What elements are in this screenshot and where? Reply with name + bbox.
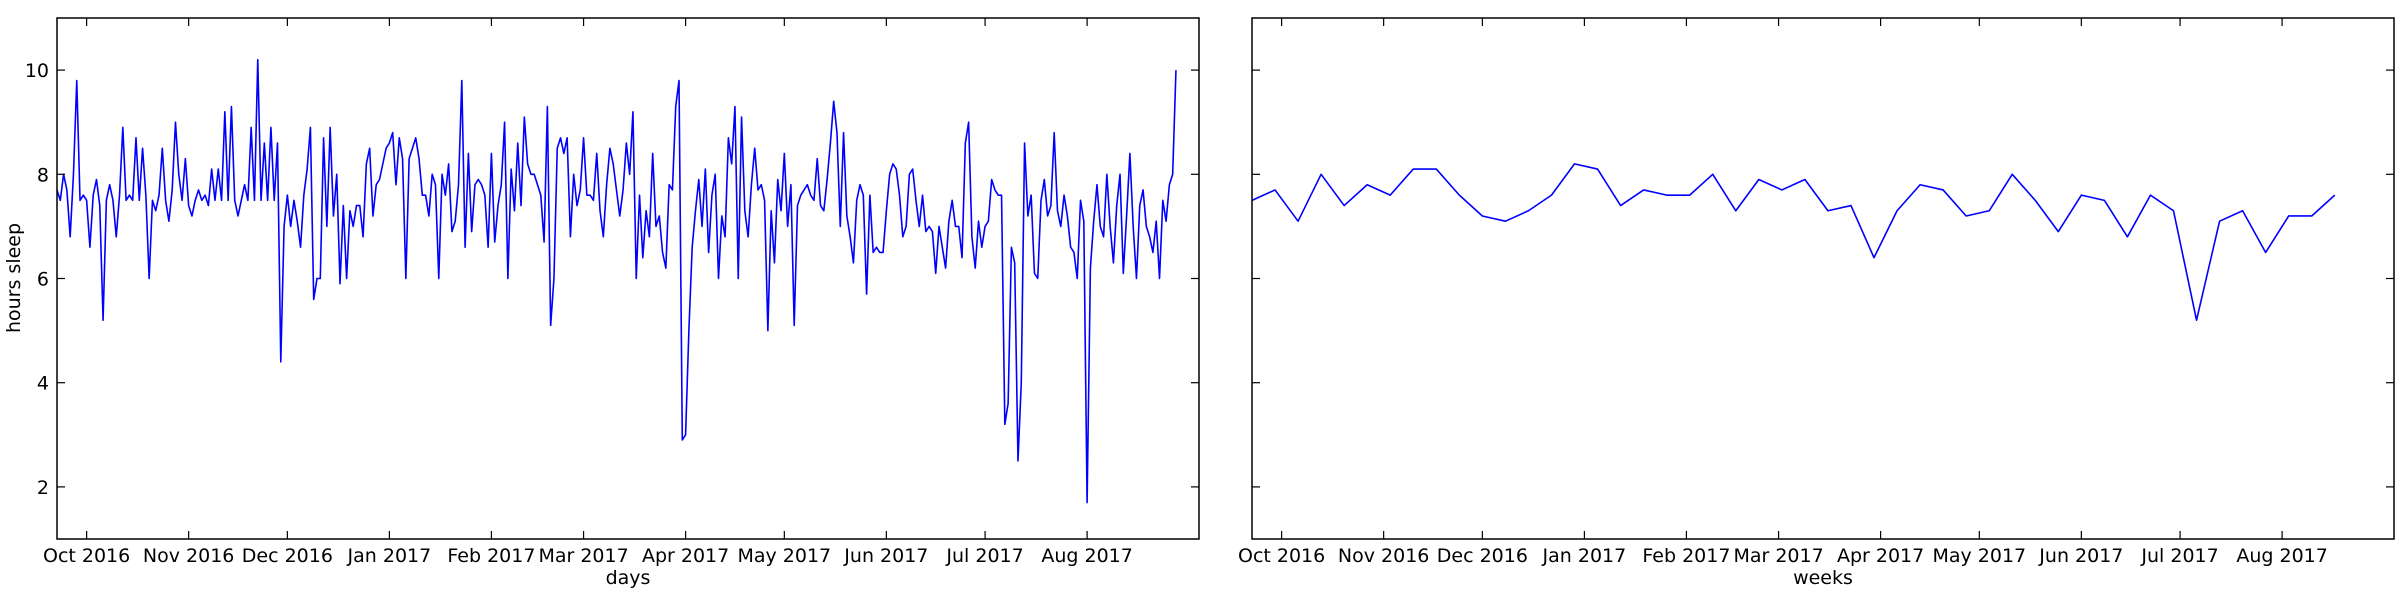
weeks-x-tick-label: Mar 2017	[1733, 545, 1823, 567]
weeks-x-tick-label: Feb 2017	[1642, 545, 1730, 567]
days-x-tick-label: Dec 2016	[242, 545, 333, 567]
days-y-tick-label: 2	[37, 477, 49, 499]
days-x-tick-labels: Oct 2016 Nov 2016 Dec 2016 Jan 2017 Feb 2017…	[43, 545, 1133, 567]
days-y-tick-label: 10	[25, 60, 49, 82]
days-series-line	[56, 58, 1177, 504]
days-y-tick-labels: 2 4 6 8 10	[25, 60, 49, 499]
days-x-tick-label: Oct 2016	[43, 545, 130, 567]
days-x-tick-label: Feb 2017	[447, 545, 535, 567]
weeks-x-tick-label: May 2017	[1932, 545, 2026, 567]
weeks-x-tick-label: Apr 2017	[1837, 545, 1924, 567]
days-x-tick-label: Jun 2017	[843, 545, 928, 567]
days-x-tick-label: May 2017	[737, 545, 831, 567]
weeks-x-tick-label: Nov 2016	[1338, 545, 1429, 567]
days-plot-area	[57, 18, 1199, 539]
days-x-tick-label: Apr 2017	[642, 545, 729, 567]
weeks-x-tick-label: Aug 2017	[2236, 545, 2328, 567]
days-x-tick-label: Mar 2017	[538, 545, 628, 567]
weeks-plot-area	[1252, 18, 2394, 539]
days-x-tick-label: Jul 2017	[945, 545, 1023, 567]
weeks-series-line	[1251, 163, 2336, 321]
weeks-chart: Oct 2016 Nov 2016 Dec 2016 Jan 2017 Feb 2017…	[1238, 17, 2395, 589]
days-y-tick-label: 4	[37, 373, 49, 395]
days-x-axis-label: days	[606, 567, 651, 589]
days-ticks	[57, 18, 1199, 539]
days-y-axis-label: hours sleep	[3, 223, 25, 333]
weeks-x-tick-label: Dec 2016	[1437, 545, 1528, 567]
days-y-tick-label: 8	[37, 164, 49, 186]
days-y-tick-label: 6	[37, 269, 49, 291]
days-x-tick-label: Aug 2017	[1041, 545, 1133, 567]
weeks-x-tick-label: Oct 2016	[1238, 545, 1325, 567]
days-chart: 2 4 6 8 10 Oct 2016 Nov 2016 Dec 2016 Jan 2017 F…	[3, 17, 1200, 589]
days-plot-frame	[56, 17, 1200, 540]
weeks-x-tick-labels: Oct 2016 Nov 2016 Dec 2016 Jan 2017 Feb 2017…	[1238, 545, 2328, 567]
weeks-x-tick-label: Jul 2017	[2140, 545, 2218, 567]
weeks-x-axis-label: weeks	[1793, 567, 1853, 589]
days-x-tick-label: Jan 2017	[347, 545, 432, 567]
weeks-ticks	[1252, 18, 2394, 539]
weeks-x-tick-label: Jan 2017	[1542, 545, 1627, 567]
weeks-x-tick-label: Jun 2017	[2038, 545, 2123, 567]
weeks-plot-frame	[1251, 17, 2395, 540]
days-x-tick-label: Nov 2016	[143, 545, 234, 567]
